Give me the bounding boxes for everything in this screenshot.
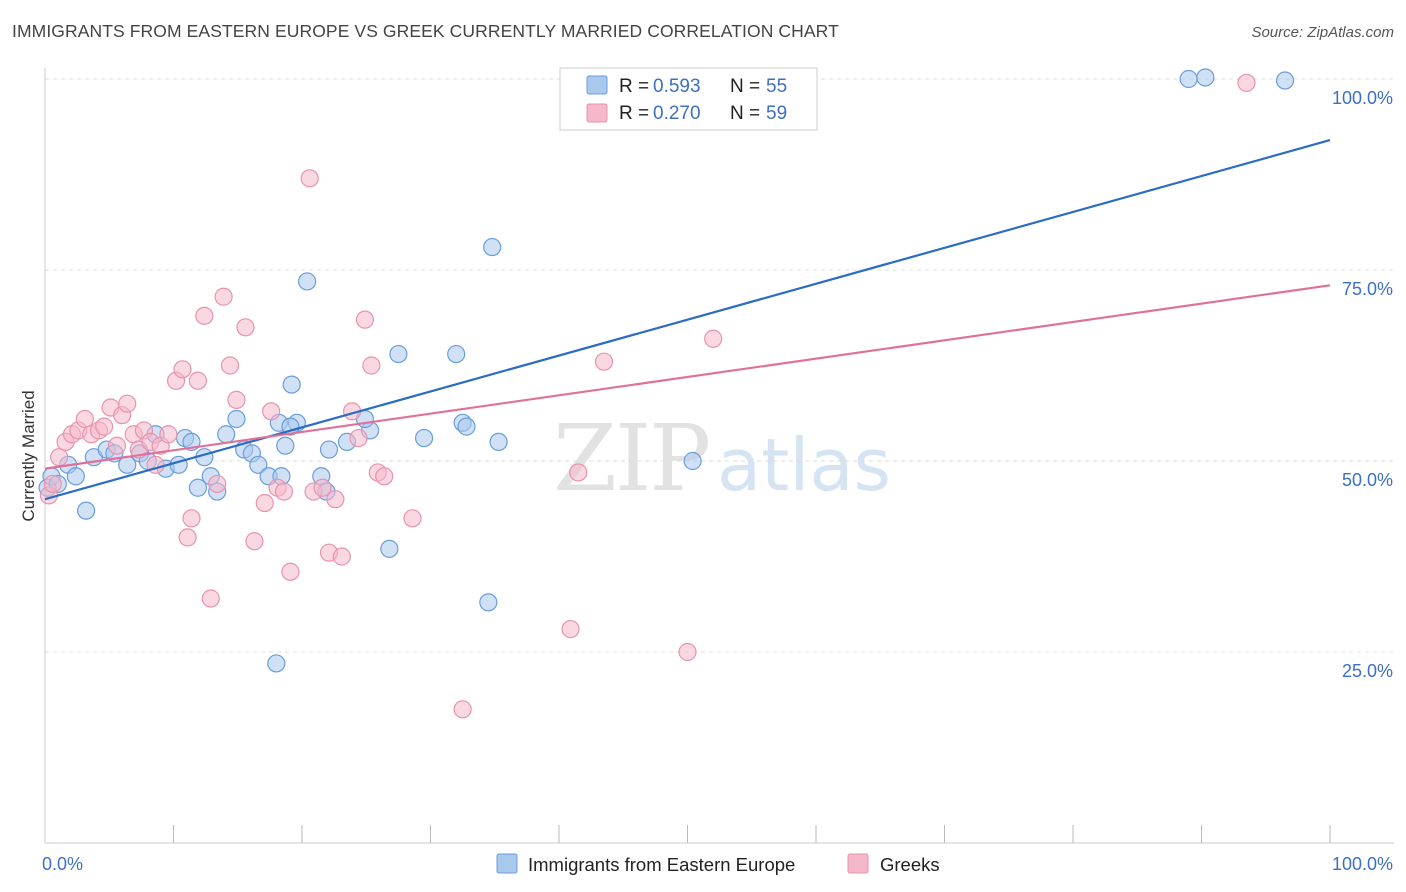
point-greeks-9 xyxy=(95,417,114,436)
bottom-legend-swatch-pink xyxy=(847,853,869,874)
point-greeks-47 xyxy=(355,310,375,329)
point-greeks-1 xyxy=(43,474,62,494)
point-immigrants-5 xyxy=(77,501,96,520)
legend-r-value-pink: 0.270 xyxy=(653,103,701,124)
point-greeks-46 xyxy=(349,428,368,448)
point-greeks-50 xyxy=(375,467,394,486)
bottom-legend-label-greeks: Greeks xyxy=(880,854,940,875)
chart-title: IMMIGRANTS FROM EASTERN EUROPE VS GREEK … xyxy=(12,21,839,41)
point-greeks-26 xyxy=(195,306,214,325)
x-tick-label-100: 100.0% xyxy=(1332,854,1393,874)
y-tick-label-50: 50.0% xyxy=(1342,470,1393,490)
point-greeks-2 xyxy=(50,448,69,467)
point-greeks-27 xyxy=(201,589,220,608)
legend-n-label-blue: N = xyxy=(730,76,760,97)
point-immigrants-49 xyxy=(489,432,508,451)
trend-line-greeks xyxy=(44,284,1331,470)
point-immigrants-46 xyxy=(457,417,476,436)
point-immigrants-54 xyxy=(1275,71,1295,90)
point-greeks-33 xyxy=(245,532,264,551)
grid-lines xyxy=(45,78,1394,653)
point-immigrants-36 xyxy=(319,440,339,459)
point-immigrants-14 xyxy=(169,455,188,474)
point-greeks-56 xyxy=(678,642,697,662)
point-greeks-25 xyxy=(188,371,208,390)
point-immigrants-17 xyxy=(188,478,208,497)
legend-n-value-pink: 59 xyxy=(766,103,787,124)
point-greeks-58 xyxy=(1237,73,1256,92)
series-legend: Immigrants from Eastern Europe Greeks xyxy=(496,853,940,875)
point-greeks-23 xyxy=(178,528,197,547)
point-greeks-43 xyxy=(326,490,345,509)
point-immigrants-22 xyxy=(227,409,246,429)
legend-r-value-blue: 0.593 xyxy=(653,76,701,97)
point-immigrants-30 xyxy=(267,654,286,673)
legend-r-label-pink: R = xyxy=(619,103,649,124)
point-greeks-48 xyxy=(362,356,381,375)
point-greeks-11 xyxy=(107,436,127,455)
bottom-legend-swatch-blue xyxy=(496,853,518,874)
point-greeks-22 xyxy=(173,360,192,379)
point-greeks-38 xyxy=(281,562,300,581)
legend-swatch-pink xyxy=(586,103,608,123)
point-immigrants-51 xyxy=(683,451,702,471)
legend-n-label-pink: N = xyxy=(730,103,760,124)
point-greeks-55 xyxy=(594,352,614,371)
watermark-atlas: atlas xyxy=(717,423,891,507)
point-immigrants-52 xyxy=(1179,69,1198,89)
series-greeks-points xyxy=(39,73,1256,719)
point-greeks-6 xyxy=(75,409,94,429)
point-greeks-44 xyxy=(332,547,351,566)
point-immigrants-41 xyxy=(380,539,399,558)
y-tick-label-100: 100.0% xyxy=(1332,88,1393,108)
point-greeks-31 xyxy=(227,390,246,409)
trend-line-immigrants xyxy=(44,139,1331,501)
point-greeks-29 xyxy=(214,287,233,306)
stats-legend: R = 0.593 N = 55 R = 0.270 N = 59 xyxy=(559,67,818,131)
point-greeks-52 xyxy=(453,700,472,719)
y-axis-title: Currently Married xyxy=(19,390,38,521)
point-immigrants-25 xyxy=(249,455,268,474)
point-greeks-39 xyxy=(300,169,319,188)
point-greeks-32 xyxy=(236,318,255,337)
point-immigrants-43 xyxy=(414,428,434,448)
point-immigrants-21 xyxy=(217,425,236,444)
point-immigrants-28 xyxy=(276,436,295,455)
point-immigrants-42 xyxy=(389,344,408,364)
x-axis-ticks xyxy=(173,825,1331,843)
point-immigrants-34 xyxy=(298,272,317,291)
point-greeks-30 xyxy=(220,356,240,375)
y-tick-labels: 25.0% 50.0% 75.0% 100.0% xyxy=(1332,88,1393,681)
point-immigrants-48 xyxy=(483,237,502,257)
point-greeks-51 xyxy=(403,509,422,528)
point-greeks-41 xyxy=(313,478,332,497)
point-greeks-37 xyxy=(274,482,294,501)
point-immigrants-47 xyxy=(479,593,498,612)
point-greeks-24 xyxy=(182,509,201,528)
y-tick-label-25: 25.0% xyxy=(1342,661,1393,681)
legend-r-label-blue: R = xyxy=(619,76,649,97)
point-greeks-20 xyxy=(159,425,178,444)
point-greeks-35 xyxy=(262,402,281,421)
point-greeks-28 xyxy=(208,474,227,494)
point-immigrants-44 xyxy=(447,344,466,364)
legend-n-value-blue: 55 xyxy=(766,76,787,97)
point-greeks-54 xyxy=(569,463,588,482)
legend-swatch-blue xyxy=(586,75,608,95)
x-tick-label-0: 0.0% xyxy=(42,854,83,874)
source-label: Source: ZipAtlas.com xyxy=(1251,24,1394,41)
y-tick-label-75: 75.0% xyxy=(1342,279,1393,299)
point-greeks-13 xyxy=(118,394,137,413)
point-immigrants-4 xyxy=(66,467,85,486)
point-immigrants-29 xyxy=(282,375,301,394)
point-greeks-34 xyxy=(255,493,274,513)
bottom-legend-label-immigrants: Immigrants from Eastern Europe xyxy=(528,854,795,875)
point-greeks-53 xyxy=(561,619,580,639)
point-immigrants-53 xyxy=(1196,68,1215,87)
point-greeks-57 xyxy=(704,329,723,348)
